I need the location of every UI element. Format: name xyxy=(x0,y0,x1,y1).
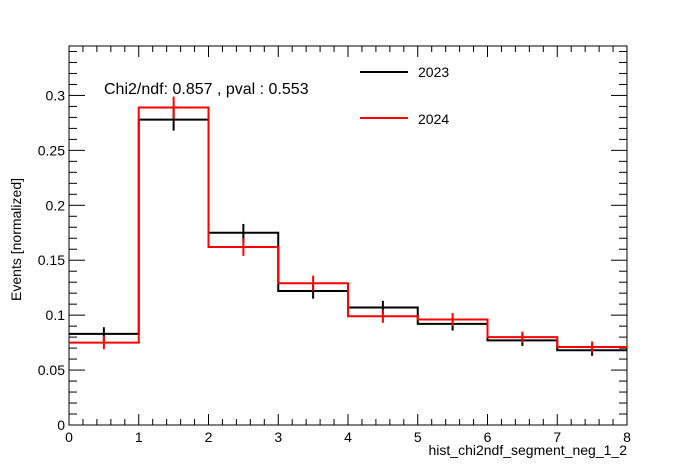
y-tick-label: 0 xyxy=(57,417,65,433)
legend-label-2023: 2023 xyxy=(418,64,449,80)
legend-label-2024: 2024 xyxy=(418,111,449,127)
y-tick-label: 0.1 xyxy=(46,307,66,323)
y-tick-label: 0.05 xyxy=(38,362,65,378)
y-axis-title: Events [normalized] xyxy=(8,178,24,301)
annotation-text: Chi2/ndf: 0.857 , pval : 0.553 xyxy=(104,81,309,98)
x-tick-label: 7 xyxy=(553,429,561,445)
axis-ticks xyxy=(68,46,628,426)
y-tick-label: 0.25 xyxy=(38,142,65,158)
y-tick-label: 0.2 xyxy=(46,197,66,213)
x-tick-label: 4 xyxy=(344,429,352,445)
series-layer xyxy=(69,96,627,356)
axis-tick-labels: 0 1 2 3 4 5 6 7 8 0 0.05 0.1 0.15 0.2 0.25 0.3 xyxy=(38,87,631,445)
x-tick-label: 5 xyxy=(414,429,422,445)
y-tick-label: 0.3 xyxy=(46,87,66,103)
x-tick-label: 2 xyxy=(205,429,213,445)
plot-frame xyxy=(68,45,628,426)
x-axis-title: hist_chi2ndf_segment_neg_1_2 xyxy=(429,442,628,458)
x-tick-label: 3 xyxy=(274,429,282,445)
x-tick-label: 8 xyxy=(623,429,631,445)
legend: 2023 2024 xyxy=(360,64,449,127)
x-tick-label: 6 xyxy=(484,429,492,445)
y-tick-label: 0.15 xyxy=(38,252,65,268)
series-2024 xyxy=(69,96,627,353)
x-tick-label: 1 xyxy=(135,429,143,445)
histogram-line-2024 xyxy=(69,106,627,349)
series-2023 xyxy=(69,108,627,356)
x-tick-label: 0 xyxy=(65,429,73,445)
